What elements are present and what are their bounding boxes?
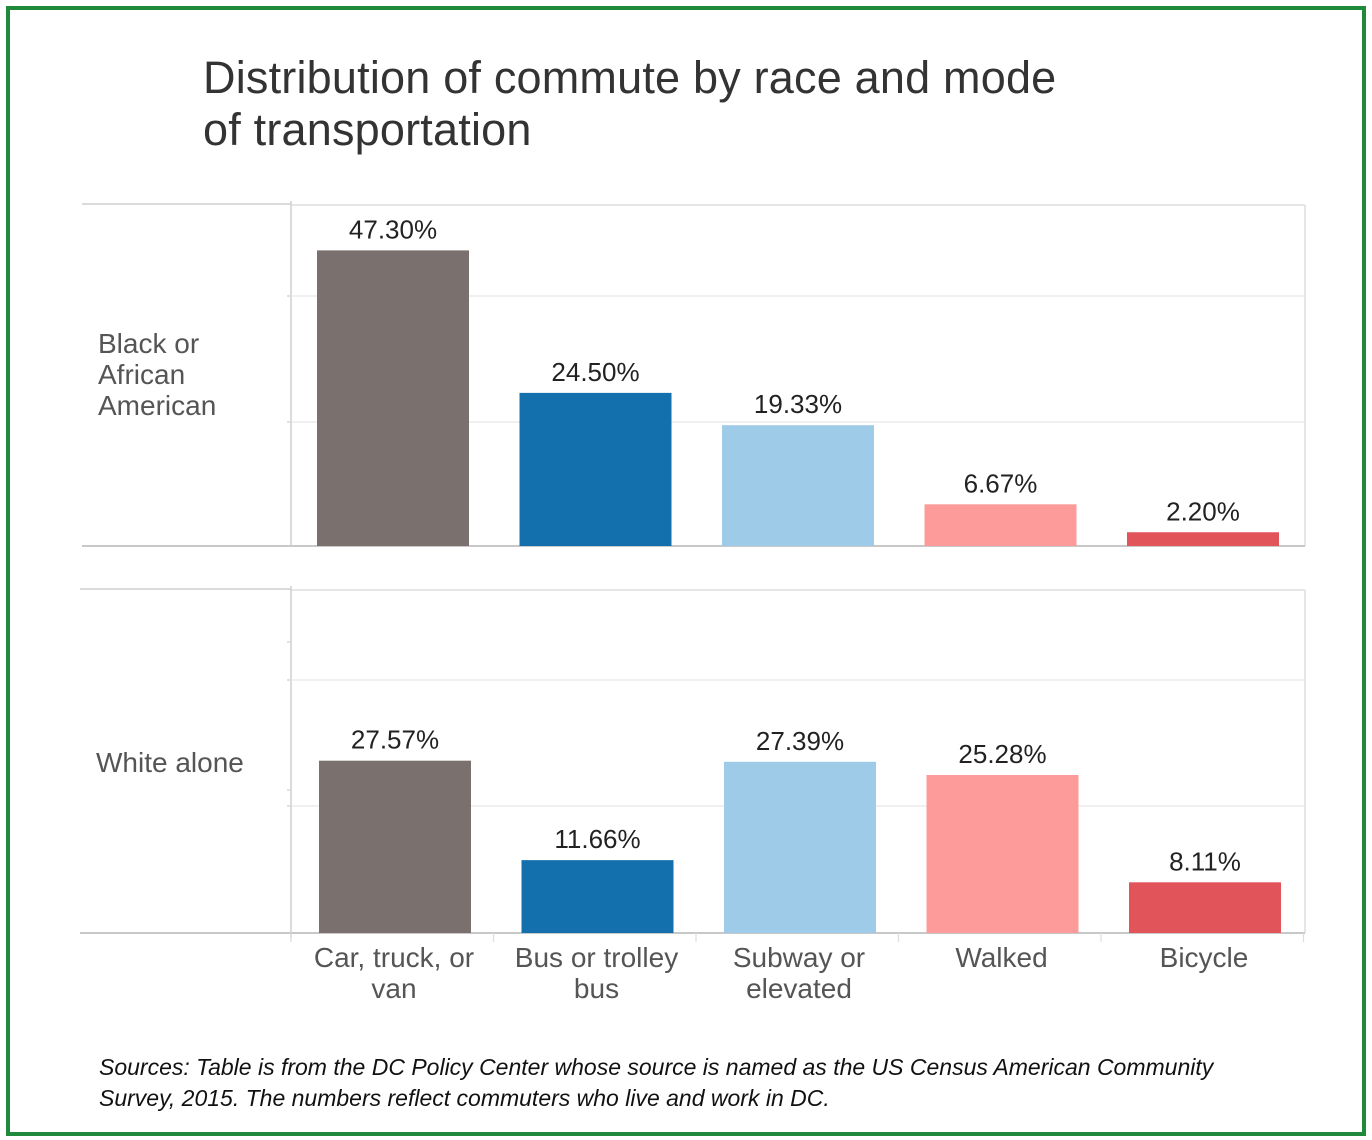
row-label-white-line-1: White alone bbox=[96, 747, 244, 778]
data-label-white-2: 27.39% bbox=[756, 726, 844, 756]
bar-black-1 bbox=[519, 392, 672, 546]
bar-white-2 bbox=[724, 761, 876, 933]
bar-black-0 bbox=[317, 250, 469, 546]
row-label-black-line-1: Black or bbox=[98, 328, 200, 359]
data-label-white-1: 11.66% bbox=[554, 824, 640, 854]
category-label-1-line-1: bus bbox=[574, 973, 619, 1004]
row-label-black: Black or African American bbox=[98, 328, 216, 421]
category-label-1-line-0: Bus or trolley bbox=[515, 942, 678, 973]
bar-white-4 bbox=[1129, 882, 1281, 933]
bar-white-1 bbox=[521, 860, 674, 933]
source-note: Sources: Table is from the DC Policy Cen… bbox=[99, 1052, 1299, 1114]
category-label-4-line-0: Bicycle bbox=[1160, 942, 1249, 973]
row-label-white: White alone bbox=[96, 747, 244, 778]
category-label-0-line-1: van bbox=[371, 973, 416, 1004]
bar-black-2 bbox=[722, 425, 874, 546]
data-label-black-0: 47.30% bbox=[349, 214, 437, 244]
bar-white-3 bbox=[926, 775, 1079, 933]
category-label-2-line-0: Subway or bbox=[733, 942, 865, 973]
row-label-black-line-2: African bbox=[98, 359, 186, 390]
bar-white-0 bbox=[319, 760, 471, 933]
data-label-white-4: 8.11% bbox=[1169, 846, 1241, 876]
data-label-black-3: 6.67% bbox=[964, 468, 1038, 498]
chart-title-line-1: Distribution of commute by race and mode bbox=[203, 52, 1057, 103]
source-note-line-1: Sources: Table is from the DC Policy Cen… bbox=[99, 1054, 1214, 1080]
data-label-white-0: 27.57% bbox=[351, 725, 439, 755]
chart-title-line-2: of transportation bbox=[203, 104, 532, 155]
data-label-black-1: 24.50% bbox=[551, 357, 639, 387]
category-label-3-line-0: Walked bbox=[955, 942, 1047, 973]
chart-title: Distribution of commute by race and mode… bbox=[203, 52, 1243, 156]
data-label-black-2: 19.33% bbox=[754, 389, 842, 419]
source-note-line-2: Survey, 2015. The numbers reflect commut… bbox=[99, 1085, 830, 1111]
category-label-2-line-1: elevated bbox=[746, 973, 852, 1004]
chart-frame bbox=[6, 6, 1366, 1136]
row-label-black-line-3: American bbox=[98, 390, 217, 421]
data-label-white-3: 25.28% bbox=[958, 739, 1046, 769]
category-label-0-line-0: Car, truck, or bbox=[314, 942, 474, 973]
bar-black-4 bbox=[1127, 532, 1279, 546]
data-label-black-4: 2.20% bbox=[1166, 496, 1240, 526]
bar-black-3 bbox=[924, 504, 1077, 546]
